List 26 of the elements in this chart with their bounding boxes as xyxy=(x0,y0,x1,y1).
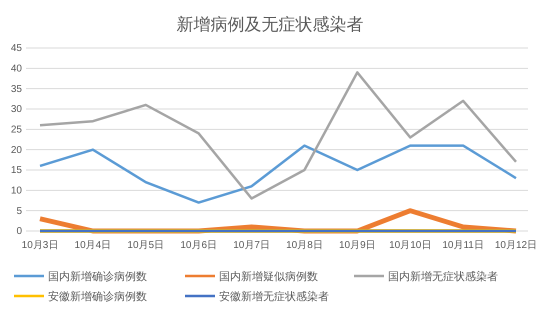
y-tick-label: 15 xyxy=(10,165,22,176)
x-tick-label: 10月9日 xyxy=(338,240,376,251)
y-tick-label: 40 xyxy=(10,64,22,75)
x-tick-label: 10月6日 xyxy=(180,240,218,251)
y-tick-label: 20 xyxy=(10,144,22,156)
legend-label: 国内新增无症状感染者 xyxy=(388,270,498,283)
x-tick-label: 10月12日 xyxy=(494,240,538,251)
x-tick-label: 10月11日 xyxy=(442,240,484,251)
legend-label: 安徽新增确诊病例数 xyxy=(48,290,147,303)
x-tick-label: 10月3日 xyxy=(22,240,58,251)
legend-label: 安徽新增无症状感染者 xyxy=(219,290,329,303)
y-tick-label: 0 xyxy=(16,226,22,238)
x-tick-label: 10月5日 xyxy=(127,240,164,251)
x-tick-label: 10月7日 xyxy=(233,240,270,251)
y-tick-label: 10 xyxy=(10,186,22,197)
y-tick-label: 5 xyxy=(16,206,22,217)
x-tick-label: 10月4日 xyxy=(74,240,112,251)
x-tick-label: 10月10日 xyxy=(389,240,432,251)
legend-label: 国内新增确诊病例数 xyxy=(48,270,147,283)
y-tick-label: 25 xyxy=(10,124,22,136)
y-tick-label: 35 xyxy=(10,84,22,95)
y-tick-label: 30 xyxy=(10,104,22,116)
chart-title: 新增病例及无症状感染者 xyxy=(176,15,364,35)
y-tick-label: 45 xyxy=(10,43,22,54)
x-tick-label: 10月8日 xyxy=(286,240,323,251)
legend-label: 国内新增疑似病例数 xyxy=(219,270,318,283)
